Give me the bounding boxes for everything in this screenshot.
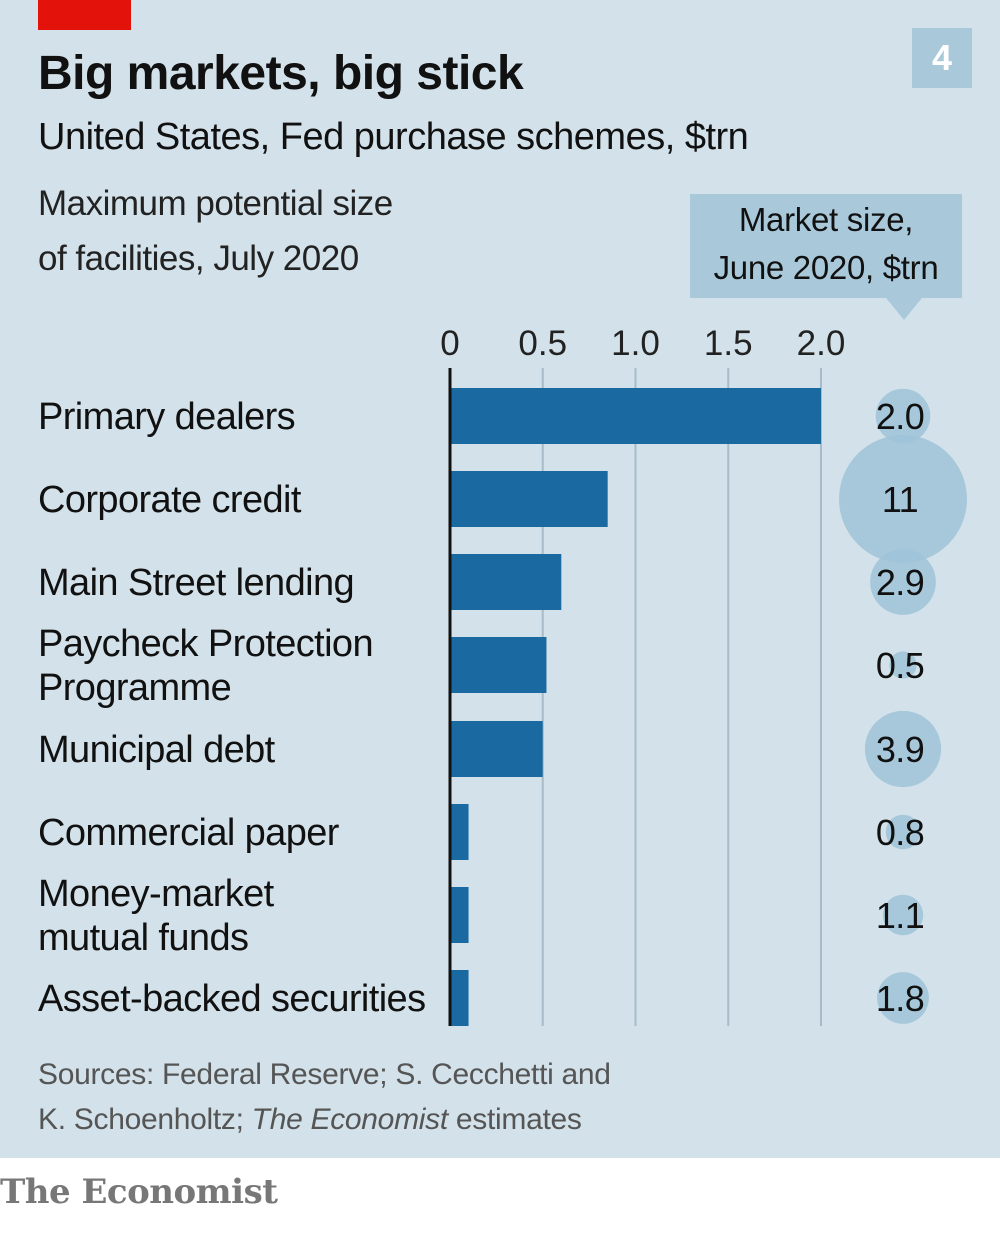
bar-5 [450, 804, 469, 860]
market-size-value-5: 0.8 [876, 812, 924, 853]
category-label-6-line-1: mutual funds [38, 917, 248, 959]
market-size-bubble-2 [870, 549, 936, 615]
category-label-2: Main Street lending [38, 562, 354, 604]
x-tick-label-1: 0.5 [518, 324, 567, 363]
market-size-label-line-2: June 2020, $trn [713, 249, 939, 286]
category-label-3-line-0: Paycheck Protection [38, 623, 373, 665]
x-tick-label-0: 0 [440, 324, 459, 363]
market-size-pointer [886, 298, 922, 320]
bar-4 [450, 721, 543, 777]
category-label-6-line-0: Money-market [38, 873, 275, 915]
market-size-bubble-7 [877, 972, 929, 1024]
source-line-1: Sources: Federal Reserve; S. Cecchetti a… [38, 1058, 611, 1091]
market-size-label-line-1: Market size, [738, 201, 914, 238]
market-size-value-0: 2.0 [876, 396, 924, 437]
description-line-1: Maximum potential size [38, 184, 393, 223]
market-size-bubble-6 [882, 894, 924, 936]
chart-description: Maximum potential size of facilities, Ju… [38, 176, 393, 286]
bar-6 [450, 887, 469, 943]
source-italic: The Economist [251, 1103, 448, 1136]
market-size-bubble-1 [839, 435, 967, 563]
bar-7 [450, 970, 469, 1026]
source-suffix: estimates [447, 1103, 582, 1136]
market-size-value-2: 2.9 [876, 562, 924, 603]
category-label-3-line-1: Programme [38, 667, 231, 709]
accent-red-bar [38, 0, 131, 30]
brand-logo-text: The Economist [0, 1172, 278, 1212]
x-tick-label-4: 2.0 [797, 324, 846, 363]
bar-2 [450, 554, 562, 610]
category-label-0: Primary dealers [38, 396, 295, 438]
source-prefix: K. Schoenholtz; [38, 1103, 252, 1136]
market-size-bubble-3 [889, 651, 917, 679]
source-line-2: K. Schoenholtz; The Economist estimates [38, 1097, 611, 1142]
market-size-label: Market size, June 2020, $trn [690, 194, 962, 298]
chart-number-badge: 4 [912, 28, 972, 88]
market-size-value-3: 0.5 [876, 645, 924, 686]
category-label-4: Municipal debt [38, 729, 276, 771]
market-size-bubble-4 [864, 710, 942, 788]
category-label-7: Asset-backed securities [38, 978, 425, 1020]
market-size-bubble-0 [875, 388, 931, 444]
chart-subtitle: United States, Fed purchase schemes, $tr… [38, 116, 749, 158]
market-size-value-6: 1.1 [876, 895, 924, 936]
source-note: Sources: Federal Reserve; S. Cecchetti a… [38, 1052, 611, 1142]
chart-title: Big markets, big stick [38, 47, 524, 100]
x-tick-label-2: 1.0 [611, 324, 660, 363]
bar-3 [450, 637, 547, 693]
description-line-2: of facilities, July 2020 [38, 239, 359, 278]
market-size-value-7: 1.8 [876, 978, 924, 1019]
bar-1 [450, 471, 608, 527]
category-label-5: Commercial paper [38, 812, 340, 854]
category-label-1: Corporate credit [38, 479, 302, 521]
x-tick-label-3: 1.5 [704, 324, 753, 363]
market-size-value-4: 3.9 [876, 729, 924, 770]
bar-chart: 0 0.5 1.0 1.5 2.0 Primary dealers Corporate cr… [38, 324, 967, 1026]
market-size-value-1: 11 [882, 479, 918, 520]
market-size-bubble-5 [885, 814, 921, 850]
bar-0 [450, 388, 821, 444]
